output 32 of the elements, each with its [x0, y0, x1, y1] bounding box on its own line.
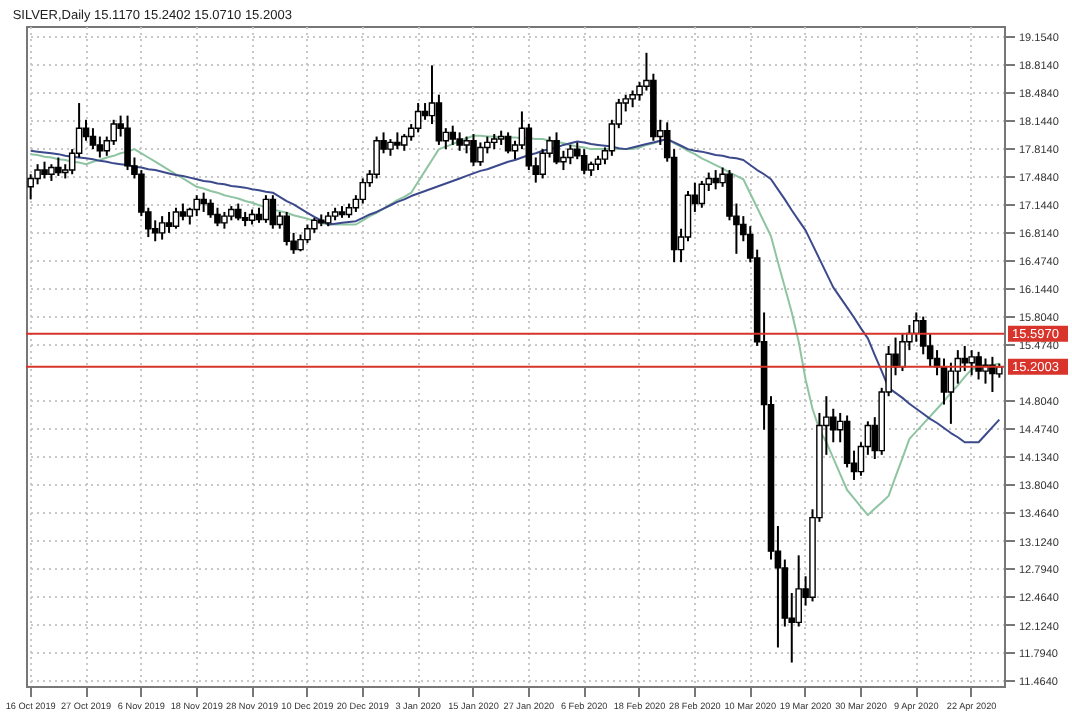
candlestick: [193, 194, 201, 218]
candlestick: [712, 169, 719, 191]
candlestick: [975, 350, 982, 381]
candlestick: [359, 177, 367, 205]
candlestick: [158, 215, 166, 241]
candlestick: [913, 311, 920, 343]
candlestick: [304, 223, 311, 244]
candlestick: [373, 135, 380, 180]
candlestick: [165, 210, 173, 234]
candlestick: [172, 206, 180, 230]
candlestick: [414, 102, 422, 134]
candlestick: [214, 206, 221, 228]
candlestick: [567, 143, 574, 166]
candlestick: [477, 141, 484, 167]
candlestick: [200, 191, 207, 213]
candlestick: [961, 344, 969, 373]
candlestick: [449, 124, 457, 146]
candlestick: [262, 194, 270, 224]
candlestick: [55, 156, 62, 177]
candlestick: [580, 148, 588, 176]
candlestick: [698, 179, 706, 209]
candlestick: [968, 349, 975, 377]
candlestick: [207, 198, 214, 219]
candlestick: [456, 131, 463, 152]
candlestick: [96, 135, 104, 159]
candlestick: [89, 127, 97, 151]
candlestick: [470, 133, 477, 167]
candlestick: [269, 194, 277, 230]
candlestick: [283, 210, 290, 247]
candlestick: [899, 332, 906, 373]
candlestick: [553, 131, 560, 166]
candlestick: [124, 114, 131, 172]
